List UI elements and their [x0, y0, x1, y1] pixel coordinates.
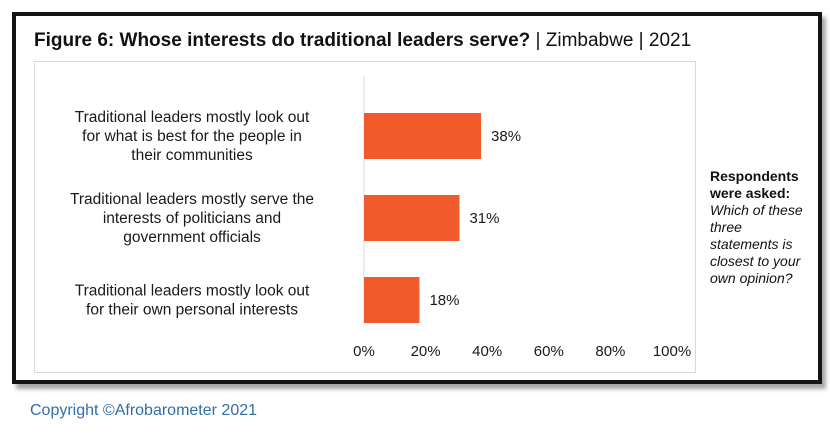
chart-area: 38% Traditional leaders mostly look out fo…: [34, 61, 696, 373]
bar-1: [364, 113, 482, 159]
figure-title-context: | Zimbabwe | 2021: [530, 30, 692, 51]
question-label: Respondents were asked:: [710, 168, 799, 201]
question-text: Which of these three statements is close…: [710, 202, 803, 286]
figure-title: Figure 6: Whose interests do traditional…: [34, 30, 691, 52]
figure-title-main: Figure 6: Whose interests do traditional…: [34, 30, 531, 51]
x-tick-label-0: 0%: [353, 343, 375, 360]
bar-value-label-1: 38%: [491, 128, 521, 145]
survey-question-note: Respondents were asked: Which of these t…: [710, 168, 814, 287]
x-tick-label-60: 60%: [534, 343, 564, 360]
copyright-notice: Copyright ©Afrobarometer 2021: [30, 402, 258, 419]
bar-value-label-2: 31%: [469, 210, 499, 227]
bar-chart: 38% Traditional leaders mostly look out fo…: [70, 76, 691, 360]
x-tick-label-40: 40%: [472, 343, 502, 360]
category-label-1: Traditional leaders mostly look out for w…: [75, 109, 310, 164]
x-tick-label-100: 100%: [653, 343, 691, 360]
x-tick-label-20: 20%: [411, 343, 441, 360]
bar-3: [364, 277, 420, 323]
figure-frame: Figure 6: Whose interests do traditional…: [12, 12, 822, 384]
bar-2: [364, 195, 460, 241]
category-label-3: Traditional leaders mostly look out for t…: [75, 283, 310, 319]
category-label-2: Traditional leaders mostly serve the inte…: [70, 191, 314, 246]
bar-value-label-3: 18%: [429, 292, 459, 309]
x-tick-label-80: 80%: [595, 343, 625, 360]
